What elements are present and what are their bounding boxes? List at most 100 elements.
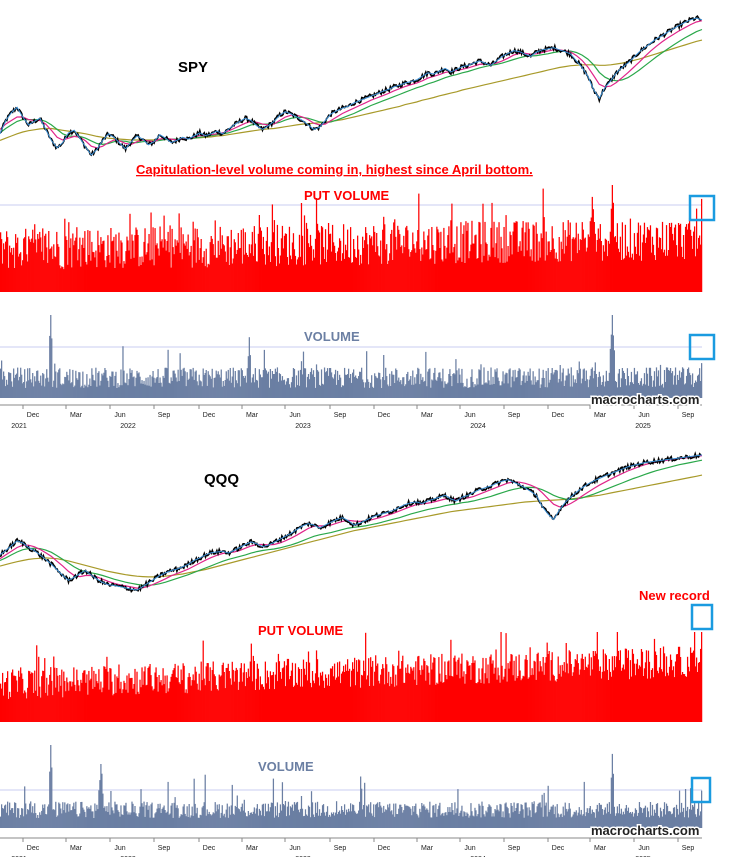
spy-put-volume-bar xyxy=(646,227,649,292)
spy-put-volume-bar xyxy=(459,257,461,292)
qqq-volume-bar xyxy=(529,810,531,828)
qqq-put-volume-bar xyxy=(264,661,266,722)
qqq-put-volume-bar xyxy=(259,676,261,722)
qqq-volume-bar xyxy=(437,809,439,828)
qqq-put-volume-bar xyxy=(124,682,126,722)
spy-volume-bar xyxy=(368,381,370,398)
spy-put-volume-bar xyxy=(194,228,196,292)
qqq-put-volume-bar xyxy=(637,668,640,722)
qqq-volume-bar xyxy=(554,806,556,828)
qqq-put-volume-bar xyxy=(528,677,530,722)
qqq-put-volume-bar xyxy=(498,675,500,722)
spy-put-volume-bar xyxy=(409,256,411,292)
qqq-put-volume-bar xyxy=(207,663,209,722)
qqq-volume-bar xyxy=(458,816,460,828)
spy-volume-bar xyxy=(360,371,362,398)
spy-put-volume-bar xyxy=(549,252,551,292)
qqq-put-volume-bar xyxy=(385,657,387,722)
qqq-volume-bar xyxy=(494,809,496,828)
qqq-volume-bar xyxy=(388,807,390,828)
qqq-put-volume-bar xyxy=(446,679,448,722)
spy-volume-bar xyxy=(27,368,29,398)
spy-volume-bar xyxy=(178,381,180,398)
spy-volume-bar xyxy=(372,386,374,398)
spy-volume-bar xyxy=(697,374,700,398)
qqq-volume-bar xyxy=(327,816,330,828)
qqq-put-volume-bar xyxy=(382,664,384,722)
qqq-put-volume-bar xyxy=(283,661,286,722)
qqq-volume-bar xyxy=(244,812,246,828)
qqq-put-volume-bar xyxy=(662,646,665,722)
qqq-put-volume-bar xyxy=(655,655,658,722)
spy-volume-bar xyxy=(551,368,553,398)
spy-volume-bar xyxy=(225,371,227,398)
spy-volume-bar xyxy=(121,385,123,398)
spy-put-volume-bar xyxy=(197,237,199,292)
spy-put-volume-bar xyxy=(162,247,164,292)
spy-volume-bar xyxy=(676,374,679,398)
qqq-volume-bar xyxy=(9,802,11,828)
qqq-volume-bar xyxy=(474,807,476,828)
spy-volume-bar xyxy=(497,377,499,398)
qqq-volume-bar xyxy=(376,803,378,828)
spy-put-volume-bar xyxy=(83,248,85,292)
qqq-put-volume-bar xyxy=(97,683,99,722)
qqq-put-volume-bar xyxy=(471,663,473,722)
qqq-put-volume-bar xyxy=(39,686,41,722)
spy-volume-bar xyxy=(600,384,602,398)
qqq-annotation: New record xyxy=(639,588,710,603)
qqq-volume-bar xyxy=(207,814,209,828)
qqq-volume-bar xyxy=(685,810,688,828)
spy-volume-bar xyxy=(94,380,96,398)
spy-put-volume-bar xyxy=(171,228,173,292)
spy-volume-bar xyxy=(335,384,338,398)
qqq-volume-bar xyxy=(587,813,589,828)
spy-volume-bar xyxy=(561,372,563,398)
qqq-put-volume-bar xyxy=(646,678,649,722)
spy-put-volume-bar xyxy=(94,257,96,292)
spy-volume-bar xyxy=(322,384,325,398)
qqq-volume-bar xyxy=(140,789,142,828)
qqq-volume-bar xyxy=(351,811,353,828)
spy-put-volume-bar xyxy=(262,236,264,292)
qqq-put-volume-bar xyxy=(148,666,150,722)
qqq-volume-bar xyxy=(463,811,465,828)
spy-volume-bar xyxy=(276,367,279,398)
spy-put-volume-bar xyxy=(236,249,238,292)
spy-put-volume-bar xyxy=(21,265,23,292)
qqq-put-volume-bar xyxy=(228,671,230,722)
qqq-volume-bar xyxy=(85,817,87,828)
spy-volume-bar xyxy=(39,382,41,398)
qqq-volume-bar xyxy=(498,811,500,828)
spy-volume-bar xyxy=(684,383,687,398)
spy-put-volume-bar xyxy=(669,227,672,292)
qqq-put-volume-bar xyxy=(112,695,114,722)
spy-put-volume-bar xyxy=(341,253,344,292)
spy-put-volume-bar xyxy=(150,212,152,292)
spy-put-volume-bar xyxy=(8,267,10,292)
qqq-volume-bar xyxy=(325,811,328,828)
qqq-volume-bar xyxy=(23,816,25,828)
qqq-volume-bar xyxy=(459,812,461,828)
spy-put-volume-bar xyxy=(556,258,558,292)
qqq-put-volume-bar xyxy=(73,667,75,722)
qqq-volume-bar xyxy=(524,802,526,828)
spy-volume-bar xyxy=(42,373,44,398)
spy-volume-bar xyxy=(384,380,386,398)
spy-put-volume-bar xyxy=(196,228,198,292)
spy-volume-bar xyxy=(423,381,425,398)
spy-volume-bar xyxy=(145,377,147,398)
qqq-put-volume-bar xyxy=(29,671,31,722)
spy-put-volume-bar xyxy=(133,257,135,292)
qqq-put-volume-bar xyxy=(220,675,222,722)
qqq-volume-bar xyxy=(226,803,228,828)
spy-put-volume-bar xyxy=(510,235,512,292)
spy-put-volume-bar xyxy=(424,240,426,292)
qqq-put-volume-bar xyxy=(129,678,131,722)
qqq-volume-bar xyxy=(482,805,484,828)
spy-volume-bar xyxy=(418,368,420,398)
qqq-put-volume-bar xyxy=(454,655,456,722)
qqq-volume-bar xyxy=(71,810,73,828)
spy-put-volume-bar xyxy=(483,255,485,292)
qqq-put-volume-bar xyxy=(438,657,440,722)
